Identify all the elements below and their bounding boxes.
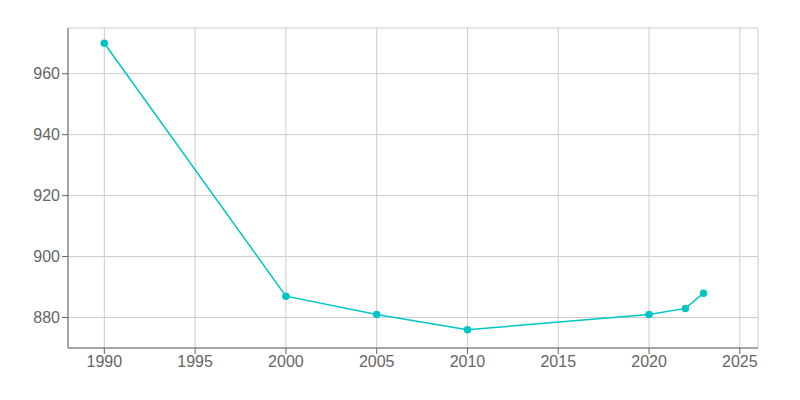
- svg-text:2015: 2015: [540, 353, 576, 370]
- svg-text:2005: 2005: [359, 353, 395, 370]
- svg-text:2000: 2000: [268, 353, 304, 370]
- svg-text:880: 880: [33, 309, 60, 326]
- svg-text:960: 960: [33, 65, 60, 82]
- svg-text:2020: 2020: [631, 353, 667, 370]
- svg-text:1990: 1990: [87, 353, 123, 370]
- svg-text:2010: 2010: [450, 353, 486, 370]
- svg-text:2025: 2025: [722, 353, 758, 370]
- svg-text:920: 920: [33, 187, 60, 204]
- svg-text:940: 940: [33, 126, 60, 143]
- svg-text:900: 900: [33, 248, 60, 265]
- svg-text:1995: 1995: [177, 353, 213, 370]
